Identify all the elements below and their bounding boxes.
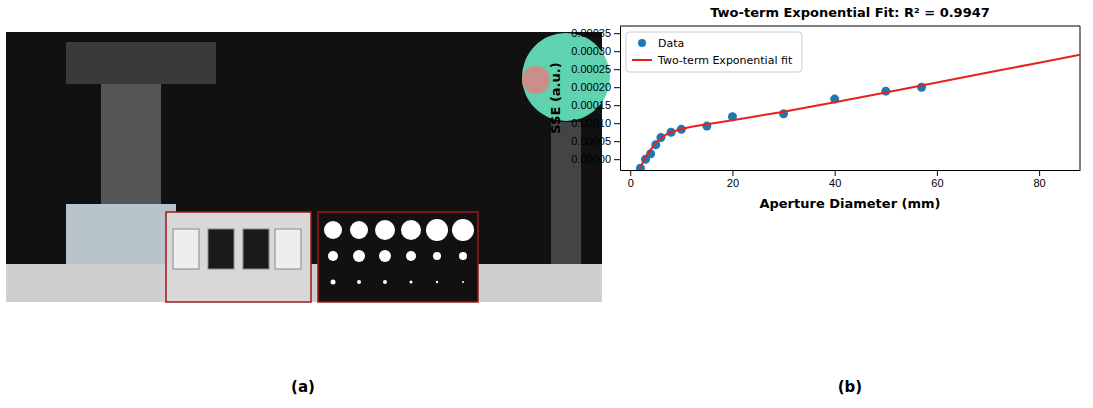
x-tick: 60 xyxy=(931,170,943,189)
board-hole xyxy=(459,252,467,260)
y-axis-title: SSE (a.u.) xyxy=(548,62,563,133)
y-tick-mark xyxy=(614,87,620,88)
y-axis: 0.00000 0.00005 0.00010 0.00015 0.00020 0.000… xyxy=(571,27,620,171)
x-tick-label: 80 xyxy=(1033,177,1045,189)
x-tick-mark xyxy=(1039,170,1040,176)
x-tick-mark xyxy=(732,170,733,176)
x-tick: 40 xyxy=(829,170,841,189)
x-tick: 20 xyxy=(727,170,739,189)
legend: Data Two-term Exponential fit xyxy=(626,32,802,72)
chart-title: Two-term Exponential Fit: R² = 0.9947 xyxy=(710,5,990,20)
y-tick-label: 0.00020 xyxy=(571,81,611,93)
instrument-stand xyxy=(101,84,161,204)
x-tick-label: 40 xyxy=(829,177,841,189)
panel-label: (a) xyxy=(291,378,315,396)
y-tick: 0.00015 xyxy=(571,99,620,111)
x-tick: 80 xyxy=(1033,170,1045,189)
y-tick-label: 0.00010 xyxy=(571,117,611,129)
legend-swatch xyxy=(632,59,652,61)
figure: 0204060800.000000.000050.000100.000150.0… xyxy=(0,0,1093,408)
x-tick-mark xyxy=(835,170,836,176)
board-hole xyxy=(436,281,438,283)
frame-right xyxy=(1080,26,1081,170)
y-tick: 0.00000 xyxy=(571,153,620,165)
y-tick-label: 0.00015 xyxy=(571,99,611,111)
board-hole xyxy=(350,221,368,239)
y-tick-label: 0.00025 xyxy=(571,63,611,75)
inset-part xyxy=(173,229,199,269)
y-tick: 0.00025 xyxy=(571,63,620,75)
board-hole xyxy=(357,280,361,284)
y-tick: 0.00005 xyxy=(571,135,620,147)
x-tick-mark xyxy=(937,170,938,176)
integrating-sphere xyxy=(522,33,610,121)
y-tick-label: 0.00000 xyxy=(571,153,611,165)
y-tick: 0.00010 xyxy=(571,117,620,129)
y-tick: 0.00020 xyxy=(571,81,620,93)
legend-box xyxy=(626,32,802,72)
x-tick-label: 20 xyxy=(727,177,739,189)
board-hole xyxy=(379,250,391,262)
board-hole xyxy=(401,220,421,240)
board-hole xyxy=(331,280,336,285)
y-tick-mark xyxy=(614,33,620,34)
y-tick-label: 0.00035 xyxy=(571,27,611,39)
y-tick-label: 0.00005 xyxy=(571,135,611,147)
frame-top xyxy=(620,26,1080,27)
instrument-base xyxy=(66,204,176,264)
legend-swatch xyxy=(638,39,646,47)
board-hole xyxy=(406,251,416,261)
y-tick: 0.00035 xyxy=(571,27,620,39)
y-tick-mark xyxy=(614,51,620,52)
y-tick-mark xyxy=(614,123,620,124)
sphere-port xyxy=(522,66,550,94)
board-hole xyxy=(433,252,441,260)
board-hole xyxy=(426,219,448,241)
x-tick-label: 60 xyxy=(931,177,943,189)
y-axis-line xyxy=(620,27,621,171)
y-tick-label: 0.00030 xyxy=(571,45,611,57)
inset-part xyxy=(275,229,301,269)
inset-part xyxy=(243,229,269,269)
x-axis: 0 20 40 60 80 xyxy=(621,170,1081,189)
board-hole xyxy=(353,250,365,262)
inset-apertures xyxy=(166,212,311,302)
board-hole xyxy=(383,280,387,284)
inset-part xyxy=(208,229,234,269)
y-tick-mark xyxy=(614,141,620,142)
inset-board xyxy=(318,212,478,302)
board-hole xyxy=(410,281,413,284)
photo-background xyxy=(6,32,602,302)
y-tick-mark xyxy=(614,105,620,106)
y-tick-mark xyxy=(614,69,620,70)
x-axis-title: Aperture Diameter (mm) xyxy=(759,196,940,211)
board-hole xyxy=(462,281,464,283)
x-tick-mark xyxy=(630,170,631,176)
instrument-body xyxy=(66,42,216,84)
board-hole xyxy=(375,220,395,240)
legend-label: Two-term Exponential fit xyxy=(657,54,793,67)
x-tick: 0 xyxy=(628,170,634,189)
y-tick-mark xyxy=(614,159,620,160)
board-hole xyxy=(328,251,338,261)
x-tick-label: 0 xyxy=(628,177,634,189)
legend-label: Data xyxy=(658,37,684,50)
y-tick: 0.00030 xyxy=(571,45,620,57)
photo-panel xyxy=(6,32,610,302)
board-hole xyxy=(452,219,474,241)
x-axis-line xyxy=(621,170,1081,171)
panel-label: (b) xyxy=(838,378,862,396)
board-hole xyxy=(324,221,342,239)
